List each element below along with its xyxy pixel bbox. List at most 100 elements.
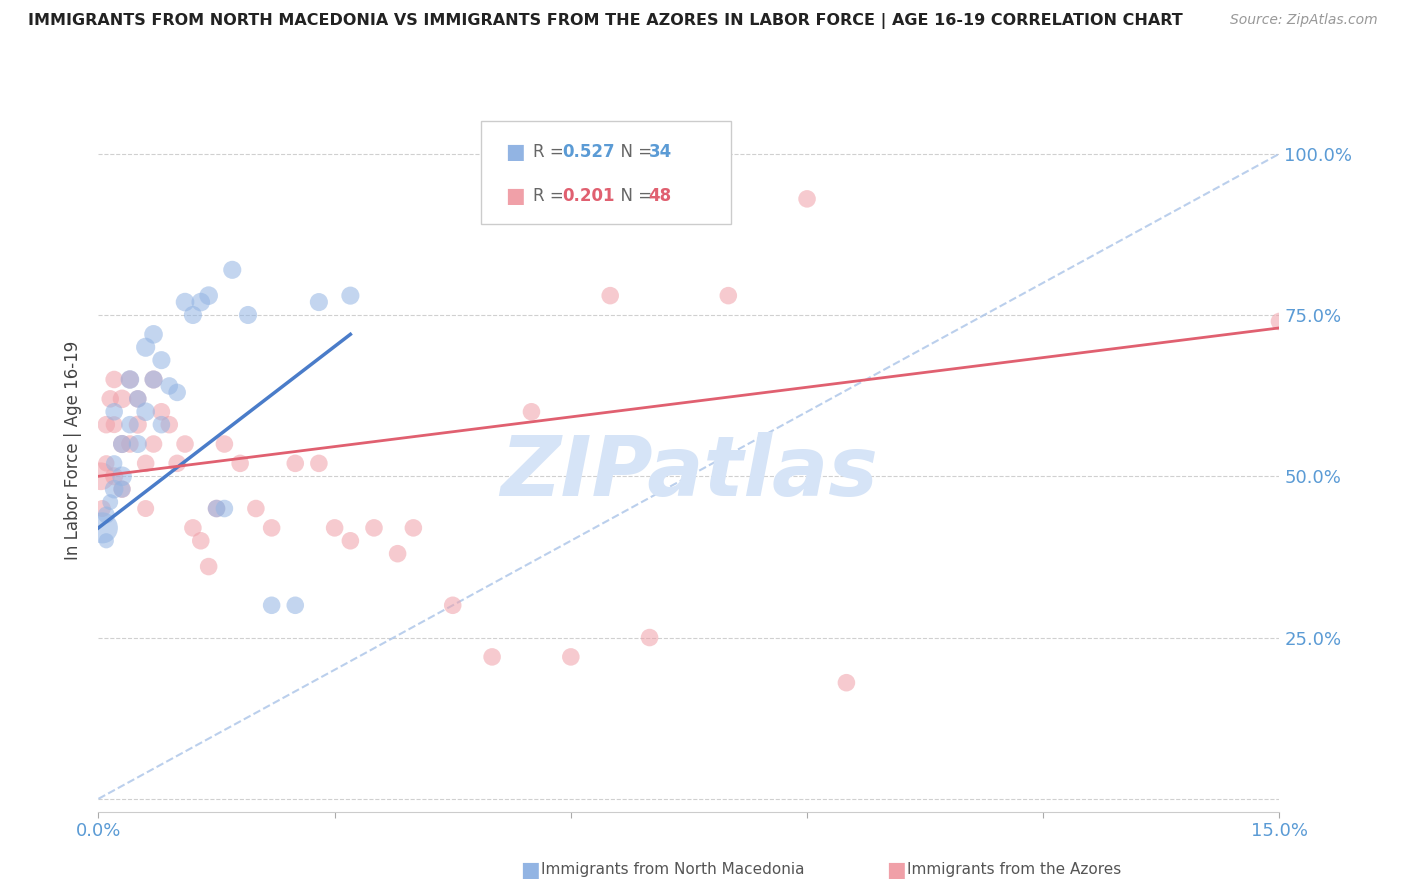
Point <box>236 308 259 322</box>
Point <box>221 263 243 277</box>
Point <box>638 631 661 645</box>
Text: Source: ZipAtlas.com: Source: ZipAtlas.com <box>1230 13 1378 28</box>
Text: N =: N = <box>610 186 658 205</box>
Point <box>796 192 818 206</box>
Point <box>118 437 141 451</box>
Point <box>205 501 228 516</box>
Point <box>481 649 503 664</box>
Text: R =: R = <box>533 143 569 161</box>
Point <box>260 599 283 613</box>
Text: 48: 48 <box>648 186 672 205</box>
Point <box>111 469 134 483</box>
Point <box>127 417 149 432</box>
Point <box>91 501 114 516</box>
Point <box>190 295 212 310</box>
Point <box>308 456 330 470</box>
Point <box>90 469 112 483</box>
Point <box>135 405 157 419</box>
Point <box>142 372 165 386</box>
Point <box>127 392 149 406</box>
Y-axis label: In Labor Force | Age 16-19: In Labor Force | Age 16-19 <box>65 341 83 560</box>
Point <box>284 599 307 613</box>
Point <box>150 405 173 419</box>
Point <box>166 456 188 470</box>
Point <box>150 353 173 368</box>
Point <box>599 288 621 302</box>
Point <box>717 288 740 302</box>
Point <box>103 482 125 496</box>
Point <box>103 456 125 470</box>
Point <box>214 501 236 516</box>
Text: ■: ■ <box>505 142 524 161</box>
Point <box>96 417 118 432</box>
Point <box>157 417 180 432</box>
Point <box>308 295 330 310</box>
Point <box>135 340 157 354</box>
Point <box>135 456 157 470</box>
Text: ■: ■ <box>505 186 524 206</box>
Point <box>560 649 582 664</box>
Point <box>339 533 361 548</box>
Text: ■: ■ <box>520 860 540 880</box>
Text: IMMIGRANTS FROM NORTH MACEDONIA VS IMMIGRANTS FROM THE AZORES IN LABOR FORCE | A: IMMIGRANTS FROM NORTH MACEDONIA VS IMMIG… <box>28 13 1182 29</box>
Point <box>127 392 149 406</box>
Point <box>197 288 219 302</box>
Point <box>339 288 361 302</box>
Point <box>284 456 307 470</box>
Point <box>118 372 141 386</box>
Point <box>229 456 252 470</box>
Text: ■: ■ <box>886 860 905 880</box>
Point <box>150 417 173 432</box>
Point <box>111 437 134 451</box>
Point <box>166 385 188 400</box>
Point <box>96 456 118 470</box>
Point <box>174 437 197 451</box>
Text: Immigrants from North Macedonia: Immigrants from North Macedonia <box>541 863 804 877</box>
Point <box>260 521 283 535</box>
Text: 0.201: 0.201 <box>562 186 616 205</box>
Text: ZIPatlas: ZIPatlas <box>501 432 877 513</box>
Point <box>96 533 118 548</box>
Point <box>197 559 219 574</box>
Point <box>98 495 121 509</box>
Point <box>835 675 858 690</box>
Point <box>103 469 125 483</box>
Point <box>174 295 197 310</box>
Point <box>190 533 212 548</box>
Point <box>181 308 204 322</box>
Point <box>111 482 134 496</box>
Point <box>111 392 134 406</box>
Text: Immigrants from the Azores: Immigrants from the Azores <box>907 863 1121 877</box>
Point <box>520 405 543 419</box>
Text: 0.527: 0.527 <box>562 143 616 161</box>
Point <box>323 521 346 535</box>
Point <box>91 521 114 535</box>
Point <box>118 417 141 432</box>
Point <box>1268 314 1291 328</box>
Point <box>181 521 204 535</box>
Point <box>96 508 118 522</box>
Point <box>127 437 149 451</box>
Point <box>118 372 141 386</box>
Point <box>98 392 121 406</box>
Point <box>111 482 134 496</box>
Point <box>363 521 385 535</box>
Point <box>205 501 228 516</box>
Text: N =: N = <box>610 143 658 161</box>
Point <box>142 327 165 342</box>
Point <box>142 437 165 451</box>
Point <box>402 521 425 535</box>
Text: 34: 34 <box>648 143 672 161</box>
Point <box>135 501 157 516</box>
Point <box>103 372 125 386</box>
Point <box>245 501 267 516</box>
Point <box>103 405 125 419</box>
Point <box>214 437 236 451</box>
Text: R =: R = <box>533 186 569 205</box>
Point <box>157 379 180 393</box>
Point <box>111 437 134 451</box>
Point <box>441 599 464 613</box>
Point <box>387 547 409 561</box>
Point <box>103 417 125 432</box>
Point <box>142 372 165 386</box>
